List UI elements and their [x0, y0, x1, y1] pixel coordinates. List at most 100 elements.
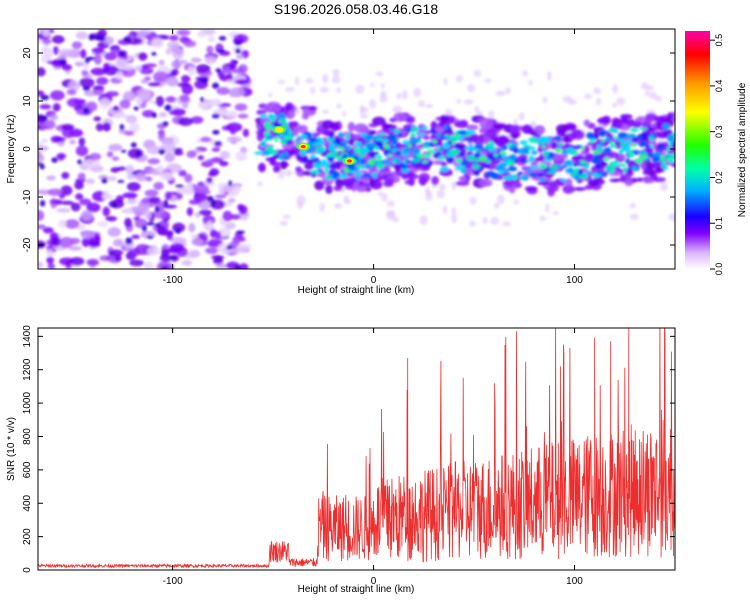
carrier-blob: [363, 182, 371, 188]
halo-blob: [359, 113, 369, 119]
carrier-core-blob: [616, 163, 627, 167]
carrier-hot-blob: [579, 160, 587, 165]
noise-blob: [155, 95, 165, 107]
noise-blob: [229, 87, 245, 97]
carrier-blob: [458, 175, 467, 182]
halo-blob: [268, 92, 273, 98]
halo-blob: [412, 87, 422, 98]
noise-blob: [69, 139, 76, 145]
carrier-hot-blob: [593, 150, 597, 156]
noise-blob: [184, 173, 193, 183]
carrier-core-blob: [372, 171, 378, 179]
noise-blob: [129, 122, 140, 133]
carrier-blob: [314, 180, 325, 191]
halo-blob: [355, 84, 365, 94]
noise-blob: [147, 158, 161, 165]
carrier-blob: [348, 138, 355, 146]
noise-blob: [111, 202, 118, 208]
noise-blob: [105, 216, 118, 222]
carrier-core-blob: [593, 154, 600, 159]
colorbar-ticks: 0.0 0.1 0.2 0.3 0.4 0.5: [710, 34, 724, 275]
carrier-hot-blob: [611, 161, 619, 167]
spectrogram-xtick-label: 0: [371, 275, 377, 286]
carrier-core-blob: [599, 131, 607, 135]
carrier-hot-blob: [610, 141, 614, 146]
carrier-blob: [335, 160, 342, 170]
halo-blob: [438, 183, 446, 191]
carrier-blob: [651, 162, 661, 169]
noise-blob: [59, 58, 67, 65]
carrier-core-blob: [611, 129, 619, 134]
halo-blob: [455, 75, 463, 83]
carrier-core-blob: [294, 138, 301, 144]
noise-blob: [214, 256, 223, 262]
carrier-hot-blob: [603, 157, 610, 161]
carrier-blob: [299, 124, 308, 134]
carrier-core-blob: [653, 151, 662, 158]
carrier-core-blob: [666, 146, 671, 152]
carrier-core-blob: [268, 149, 279, 155]
snr-xtick-label: 100: [566, 576, 583, 587]
noise-blob: [135, 172, 147, 182]
halo-blob: [504, 87, 512, 95]
carrier-blob: [479, 122, 487, 128]
noise-blob: [50, 90, 65, 101]
carrier-blob: [274, 103, 281, 114]
carrier-hot-blob: [670, 153, 675, 157]
noise-blob: [218, 36, 227, 41]
noise-blob: [112, 105, 120, 112]
carrier-hot-blob: [436, 146, 441, 150]
carrier-core-blob: [417, 132, 426, 136]
carrier-core-blob: [436, 132, 442, 139]
carrier-blob: [286, 121, 298, 128]
carrier-hot-blob: [539, 163, 547, 169]
carrier-hot-blob: [506, 159, 514, 166]
carrier-core-blob: [390, 142, 395, 146]
carrier-core-blob: [646, 152, 656, 158]
noise-blob: [144, 189, 159, 197]
noise-blob: [148, 196, 161, 204]
halo-blob: [513, 199, 519, 206]
noise-blob: [205, 158, 215, 165]
carrier-core-blob: [617, 132, 628, 139]
carrier-core-blob: [405, 160, 412, 164]
noise-blob: [80, 210, 94, 221]
carrier-core-blob: [591, 157, 602, 165]
noise-blob: [167, 40, 180, 51]
carrier-blob: [383, 124, 394, 130]
halo-blob: [392, 105, 403, 113]
carrier-core-blob: [626, 138, 632, 145]
noise-blob: [99, 98, 111, 109]
carrier-core-blob: [567, 147, 574, 154]
halo-blob: [334, 203, 343, 209]
halo-blob: [377, 191, 384, 197]
carrier-core-blob: [354, 141, 363, 147]
carrier-blob: [619, 174, 627, 183]
noise-blob: [138, 52, 148, 61]
carrier-blob: [509, 124, 520, 135]
noise-blob: [186, 207, 194, 217]
carrier-core-blob: [465, 129, 476, 135]
halo-blob: [584, 93, 593, 100]
carrier-hot-blob: [649, 144, 654, 148]
noise-blob: [145, 176, 153, 182]
noise-blob: [79, 77, 95, 88]
carrier-blob: [533, 125, 546, 135]
carrier-hot-blob: [356, 147, 362, 153]
snr-xlabel: Height of straight line (km): [298, 584, 415, 595]
snr-ylabel: SNR (10 * v/v): [6, 417, 17, 481]
carrier-blob: [587, 178, 600, 187]
noise-blob: [134, 65, 142, 72]
carrier-core-blob: [599, 141, 604, 146]
halo-blob: [660, 181, 668, 192]
noise-blob: [231, 68, 242, 74]
noise-blob: [86, 56, 96, 61]
noise-blob: [158, 59, 165, 66]
noise-blob: [61, 127, 76, 139]
carrier-blob: [556, 124, 569, 134]
noise-blob: [169, 243, 185, 252]
noise-blob: [79, 49, 87, 59]
halo-blob: [456, 98, 462, 104]
carrier-blob: [372, 116, 386, 126]
